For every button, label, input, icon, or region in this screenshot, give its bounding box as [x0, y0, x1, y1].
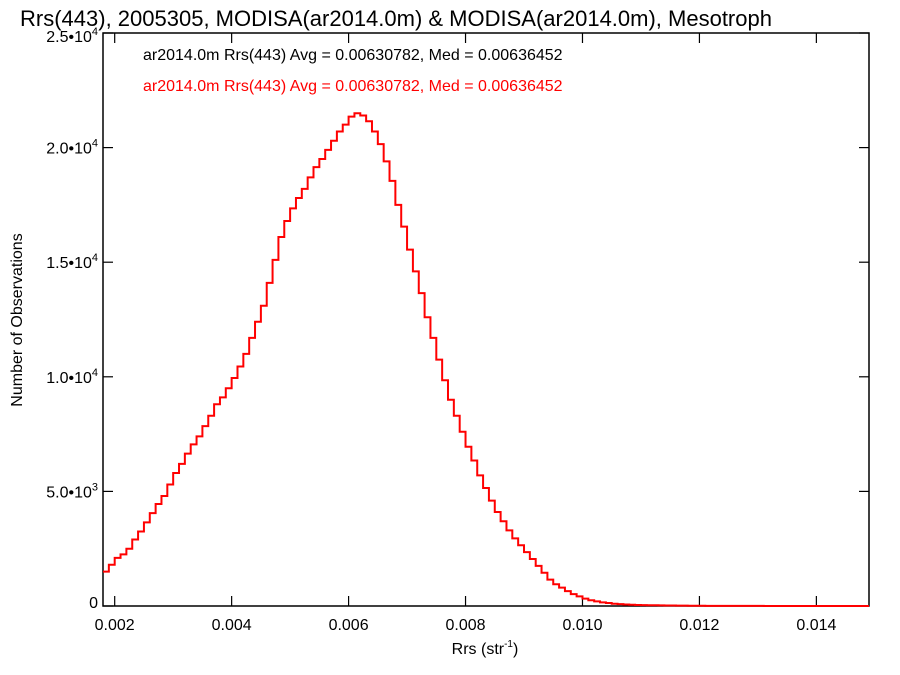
y-tick-label-exponent: 4 — [92, 367, 98, 379]
y-tick-label-mantissa: 1.0•10 — [46, 370, 92, 387]
y-tick-label-exponent: 4 — [92, 138, 98, 150]
x-tick-label-1: 0.004 — [212, 617, 252, 634]
y-tick-label-exponent: 3 — [92, 481, 98, 493]
y-tick-label-1: 5.0•103 — [46, 481, 98, 501]
x-tick-label-0: 0.002 — [95, 617, 135, 634]
x-tick-label-5: 0.012 — [679, 617, 719, 634]
y-tick-label-5: 2.5•104 — [46, 26, 98, 46]
y-tick-label-3: 1.5•104 — [46, 252, 98, 272]
x-tick-label-2: 0.006 — [329, 617, 369, 634]
y-tick-label-mantissa: 5.0•10 — [46, 484, 92, 501]
x-axis-label-superscript: -1 — [504, 639, 513, 650]
y-tick-label-exponent: 4 — [92, 26, 98, 38]
chart-title: Rrs(443), 2005305, MODISA(ar2014.0m) & M… — [20, 6, 772, 31]
y-tick-label-0: 0 — [89, 595, 98, 612]
x-tick-label-3: 0.008 — [446, 617, 486, 634]
x-tick-label-6: 0.014 — [796, 617, 836, 634]
y-tick-label-mantissa: 0 — [89, 595, 98, 612]
y-axis-label: Number of Observations — [9, 233, 26, 406]
legend-entry-red: ar2014.0m Rrs(443) Avg = 0.00630782, Med… — [143, 78, 563, 95]
x-tick-label-4: 0.010 — [562, 617, 602, 634]
y-tick-label-exponent: 4 — [92, 252, 98, 264]
y-tick-label-4: 2.0•104 — [46, 138, 98, 158]
plot-frame — [102, 32, 870, 607]
y-tick-label-2: 1.0•104 — [46, 367, 98, 387]
x-axis: 0.002 0.004 0.006 0.008 0.010 0.012 0.014 — [95, 33, 836, 634]
x-axis-label-suffix: ) — [513, 641, 518, 658]
y-tick-label-mantissa: 2.0•10 — [46, 141, 92, 158]
y-tick-label-mantissa: 1.5•10 — [46, 255, 92, 272]
x-axis-label: Rrs (str-1) — [452, 639, 519, 658]
x-axis-label-main: Rrs (str — [452, 641, 505, 658]
series-line-red — [103, 112, 869, 607]
legend-entry-black: ar2014.0m Rrs(443) Avg = 0.00630782, Med… — [143, 47, 563, 64]
y-tick-label-mantissa: 2.5•10 — [46, 29, 92, 46]
